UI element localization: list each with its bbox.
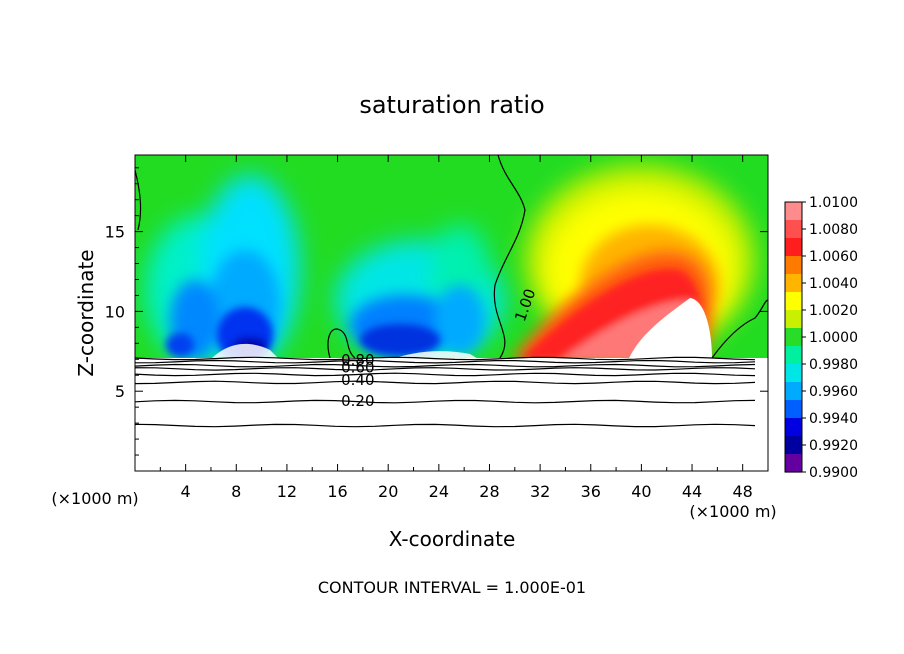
colorbar-swatch [785,310,802,329]
contour-line [135,367,756,371]
x-axis: 4 8 12 16 20 24 28 32 36 40 44 48 [159,155,753,501]
colorbar-label: 1.0040 [809,276,858,292]
y-tick-label: 5 [115,382,125,401]
colorbar-swatch [785,220,802,239]
contour-lines [135,155,768,428]
x-tick-label: 48 [733,482,753,501]
x-tick-label: 44 [682,482,702,501]
colorbar: 1.0100 1.0080 1.0060 1.0040 1.0020 1.0000 0.99… [784,195,858,481]
x-unit-right: (×1000 m) [689,502,776,521]
x-tick-label: 4 [181,482,191,501]
colorbar-swatch [785,238,802,257]
x-tick-label: 8 [231,482,241,501]
colorbar-label: 0.9980 [809,357,858,373]
contour-line [135,356,756,361]
colorbar-label: 0.9940 [809,411,858,427]
contour-line [135,423,756,428]
colorbar-swatch [785,202,802,221]
contour-line [135,372,756,377]
colorbar-swatch [785,418,802,437]
x-tick-label: 36 [581,482,601,501]
x-tick-label: 20 [378,482,398,501]
colorbar-label: 1.0060 [809,249,858,265]
colorbar-swatch [785,274,802,293]
colorbar-label: 1.0020 [809,303,858,319]
colorbar-swatch [785,382,802,401]
colorbar-label: 1.0080 [809,222,858,238]
y-axis-label: Z-coordinate [74,249,98,376]
contour-label: 0.40 [341,371,374,389]
x-tick-label: 16 [327,482,347,501]
colorbar-swatch [785,454,802,473]
field-image [135,155,768,471]
x-tick-label: 40 [631,482,651,501]
x-tick-label: 24 [429,482,449,501]
contour-line [135,380,756,385]
colorbar-label: 1.0100 [809,195,858,211]
x-tick-label: 32 [530,482,550,501]
colorbar-swatch [785,292,802,311]
colorbar-label: 1.0000 [809,330,858,346]
contour-label: 0.80 [341,351,374,369]
colorbar-swatch [785,364,802,383]
colorbar-swatch [785,346,802,365]
chart-title: saturation ratio [359,91,544,119]
contour-line [135,363,756,368]
x-tick-label: 12 [277,482,297,501]
contour-line [135,359,756,364]
y-axis: 5 10 15 [105,167,768,456]
contour-labels: 1.000.800.600.400.20 [341,286,539,409]
colorbar-label: 0.9960 [809,384,858,400]
x-axis-label: X-coordinate [389,527,516,551]
x-tick-label: 28 [479,482,499,501]
y-tick-label: 15 [105,223,125,242]
contour-label: 0.60 [341,358,374,376]
colorbar-label: 0.9900 [809,465,858,481]
contour-line [135,399,756,404]
y-tick-label: 10 [105,302,125,321]
contour-label: 0.20 [341,392,374,410]
plot-frame [134,154,769,472]
contour-interval-note: CONTOUR INTERVAL = 1.000E-01 [318,578,586,597]
x-unit-left: (×1000 m) [51,489,138,508]
colorbar-label: 0.9920 [809,438,858,454]
colorbar-swatch [785,256,802,275]
colorbar-swatch [785,436,802,455]
colorbar-swatch [785,328,802,347]
colorbar-swatch [785,400,802,419]
